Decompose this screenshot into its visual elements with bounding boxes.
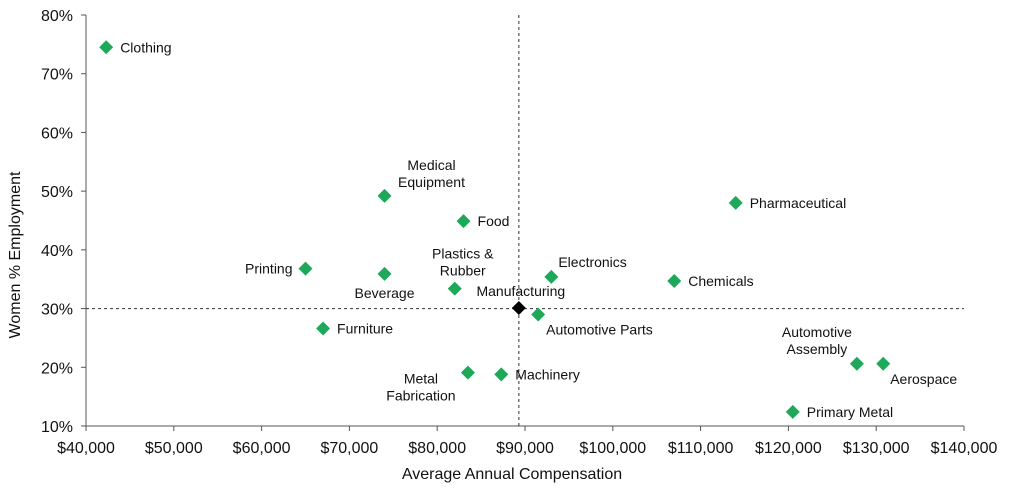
label-printing: Printing [245, 261, 292, 277]
x-axis-title: Average Annual Compensation [402, 466, 622, 483]
point-printing [298, 261, 313, 276]
point-primary-metal [785, 404, 800, 419]
label-plastics-and-rubber: Plastics & Rubber [432, 246, 494, 279]
y-tick-label: 40% [41, 243, 73, 260]
data-points [99, 40, 891, 419]
label-pharmaceutical: Pharmaceutical [750, 195, 847, 211]
point-pharmaceutical [728, 195, 743, 210]
reference-lines [86, 15, 964, 426]
label-manufacturing: Manufacturing [476, 283, 565, 299]
x-tick-label: $110,000 [668, 440, 734, 457]
x-tick-label: $130,000 [843, 440, 910, 457]
y-axis: 10% 20% 30% 40% 50% 60% 70% 80% [41, 8, 87, 436]
point-food [456, 214, 471, 229]
label-line: Fabrication [386, 388, 455, 404]
point-manufacturing [511, 300, 526, 315]
x-tick-label: $120,000 [755, 440, 822, 457]
point-automotive-assembly [849, 356, 864, 371]
y-tick-label: 60% [41, 125, 73, 142]
point-beverage [377, 266, 392, 281]
label-clothing: Clothing [120, 39, 171, 55]
x-tick-label: $140,000 [931, 440, 998, 457]
label-furniture: Furniture [337, 321, 393, 337]
y-tick-label: 70% [41, 67, 73, 84]
point-automotive-parts [531, 307, 546, 322]
label-primary-metal: Primary Metal [807, 404, 893, 420]
label-electronics: Electronics [558, 254, 626, 270]
x-axis: $40,000 $50,000 $60,000 $70,000 $80,000 $90,0… [57, 425, 998, 457]
label-line: Assembly [787, 341, 848, 357]
label-medical-equipment: Medical Equipment [398, 157, 465, 190]
label-aerospace: Aerospace [890, 371, 957, 387]
label-automotive-parts: Automotive Parts [546, 321, 653, 337]
point-machinery [494, 367, 509, 382]
point-plastics-and-rubber [447, 281, 462, 296]
x-tick-label: $100,000 [579, 440, 646, 457]
point-medical-equipment [377, 188, 392, 203]
label-machinery: Machinery [515, 366, 580, 382]
point-electronics [544, 269, 559, 284]
point-furniture [316, 321, 331, 336]
label-line: Rubber [440, 263, 486, 279]
y-tick-label: 20% [41, 360, 73, 377]
label-beverage: Beverage [355, 285, 415, 301]
x-tick-label: $70,000 [320, 440, 378, 457]
point-chemicals [667, 273, 682, 288]
point-aerospace [876, 356, 891, 371]
point-labels: Clothing Medical Equipment Food Pharmaceutic… [120, 39, 957, 420]
label-chemicals: Chemicals [688, 273, 753, 289]
y-tick-label: 50% [41, 184, 73, 201]
y-axis-title: Women % Employment [7, 171, 24, 338]
x-tick-label: $90,000 [496, 440, 554, 457]
x-tick-label: $80,000 [408, 440, 466, 457]
label-line: Equipment [398, 174, 465, 190]
x-tick-label: $60,000 [233, 440, 291, 457]
point-metal-fabrication [460, 365, 475, 380]
label-automotive-assembly: Automotive Assembly [782, 324, 852, 357]
y-tick-label: 10% [41, 419, 73, 436]
label-line: Plastics & [432, 246, 494, 262]
point-clothing [99, 40, 114, 55]
label-line: Automotive [782, 324, 852, 340]
label-metal-fabrication: Metal Fabrication [386, 371, 455, 404]
label-line: Medical [407, 157, 455, 173]
y-tick-label: 30% [41, 302, 73, 319]
x-tick-label: $50,000 [145, 440, 203, 457]
label-line: Metal [404, 371, 438, 387]
label-food: Food [478, 213, 510, 229]
x-tick-label: $40,000 [57, 440, 115, 457]
y-tick-label: 80% [41, 8, 73, 25]
